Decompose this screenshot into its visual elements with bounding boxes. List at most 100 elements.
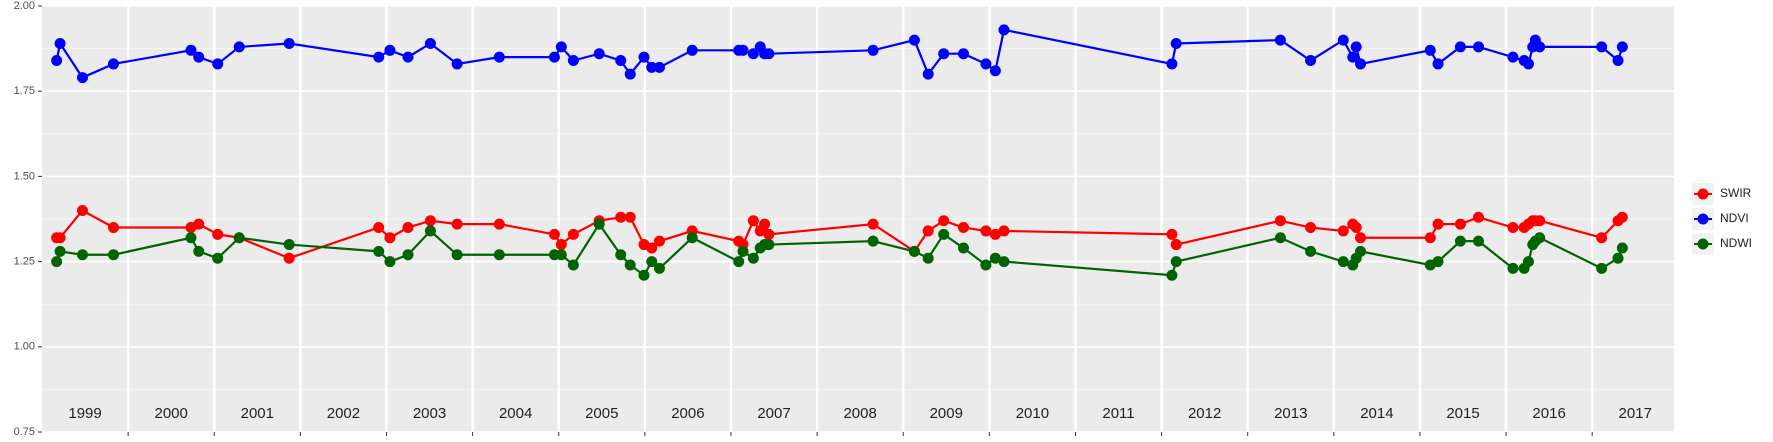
x-tick-label: 2001 xyxy=(241,405,274,422)
x-tick-label: 2000 xyxy=(154,405,187,422)
data-point xyxy=(451,218,463,230)
data-point xyxy=(624,211,636,223)
data-point xyxy=(1473,235,1485,247)
data-point xyxy=(1355,245,1367,257)
data-point xyxy=(653,262,665,274)
data-point xyxy=(567,228,579,240)
data-point xyxy=(1507,262,1519,274)
data-point xyxy=(451,58,463,70)
data-point xyxy=(922,252,934,264)
data-point xyxy=(283,239,295,251)
data-point xyxy=(989,228,1001,240)
data-point xyxy=(763,239,775,251)
data-point xyxy=(373,51,385,63)
data-point xyxy=(733,256,745,268)
data-point xyxy=(980,58,992,70)
data-point xyxy=(957,48,969,60)
data-point xyxy=(76,204,88,216)
data-point xyxy=(384,256,396,268)
data-point xyxy=(107,58,119,70)
data-point xyxy=(737,44,749,56)
data-point xyxy=(938,48,950,60)
data-point xyxy=(998,24,1010,36)
data-point xyxy=(402,51,414,63)
data-point xyxy=(1424,44,1436,56)
data-point xyxy=(1473,41,1485,53)
legend-label: SWIR xyxy=(1720,186,1752,200)
x-tick-label: 2009 xyxy=(930,405,963,422)
data-point xyxy=(1424,232,1436,244)
data-point xyxy=(567,259,579,271)
data-point xyxy=(624,259,636,271)
data-point xyxy=(998,225,1010,237)
data-point xyxy=(980,225,992,237)
data-point xyxy=(185,232,197,244)
data-point xyxy=(1612,252,1624,264)
data-point xyxy=(1274,215,1286,227)
y-tick-label: 1.50 xyxy=(14,170,35,182)
x-tick-label: 2013 xyxy=(1274,405,1307,422)
data-point xyxy=(1432,218,1444,230)
data-point xyxy=(1350,222,1362,234)
data-point xyxy=(615,211,627,223)
data-point xyxy=(107,222,119,234)
data-point xyxy=(1166,58,1178,70)
data-point xyxy=(957,222,969,234)
y-tick-label: 0.75 xyxy=(14,426,35,438)
x-tick-label: 2012 xyxy=(1188,405,1221,422)
data-point xyxy=(1337,225,1349,237)
x-tick-label: 2007 xyxy=(757,405,790,422)
data-point xyxy=(76,72,88,84)
data-point xyxy=(1616,242,1628,254)
data-point xyxy=(1337,34,1349,46)
data-point xyxy=(373,222,385,234)
data-point xyxy=(759,218,771,230)
data-point xyxy=(424,37,436,49)
data-point xyxy=(653,235,665,247)
x-tick-label: 2015 xyxy=(1446,405,1479,422)
data-point xyxy=(646,61,658,73)
data-point xyxy=(1166,228,1178,240)
x-tick-label: 2010 xyxy=(1016,405,1049,422)
data-point xyxy=(384,44,396,56)
data-point xyxy=(980,259,992,271)
data-point xyxy=(1534,232,1546,244)
data-point xyxy=(747,252,759,264)
data-point xyxy=(555,249,567,261)
data-point xyxy=(1596,262,1608,274)
data-point xyxy=(615,55,627,67)
data-point xyxy=(54,232,66,244)
data-point xyxy=(424,215,436,227)
x-tick-label: 2004 xyxy=(499,405,532,422)
data-point xyxy=(638,269,650,281)
data-point xyxy=(646,256,658,268)
data-point xyxy=(686,232,698,244)
data-point xyxy=(1305,245,1317,257)
data-point xyxy=(1170,239,1182,251)
data-point xyxy=(402,249,414,261)
data-point xyxy=(1166,269,1178,281)
data-point xyxy=(373,245,385,257)
data-point xyxy=(1347,51,1359,63)
data-point xyxy=(1337,256,1349,268)
y-tick-label: 1.75 xyxy=(14,85,35,97)
x-tick-label: 1999 xyxy=(68,405,101,422)
x-tick-label: 2002 xyxy=(327,405,360,422)
data-point xyxy=(1432,256,1444,268)
data-point xyxy=(1534,41,1546,53)
y-tick-label: 2.00 xyxy=(14,0,35,12)
data-point xyxy=(763,48,775,60)
legend-point xyxy=(1697,238,1709,250)
y-tick-label: 1.00 xyxy=(14,341,35,353)
data-point xyxy=(567,55,579,67)
data-point xyxy=(908,34,920,46)
data-point xyxy=(867,235,879,247)
data-point xyxy=(1355,58,1367,70)
data-point xyxy=(54,37,66,49)
data-point xyxy=(646,242,658,254)
data-point xyxy=(193,51,205,63)
data-point xyxy=(1454,218,1466,230)
data-point xyxy=(1534,215,1546,227)
data-point xyxy=(555,41,567,53)
data-point xyxy=(493,51,505,63)
